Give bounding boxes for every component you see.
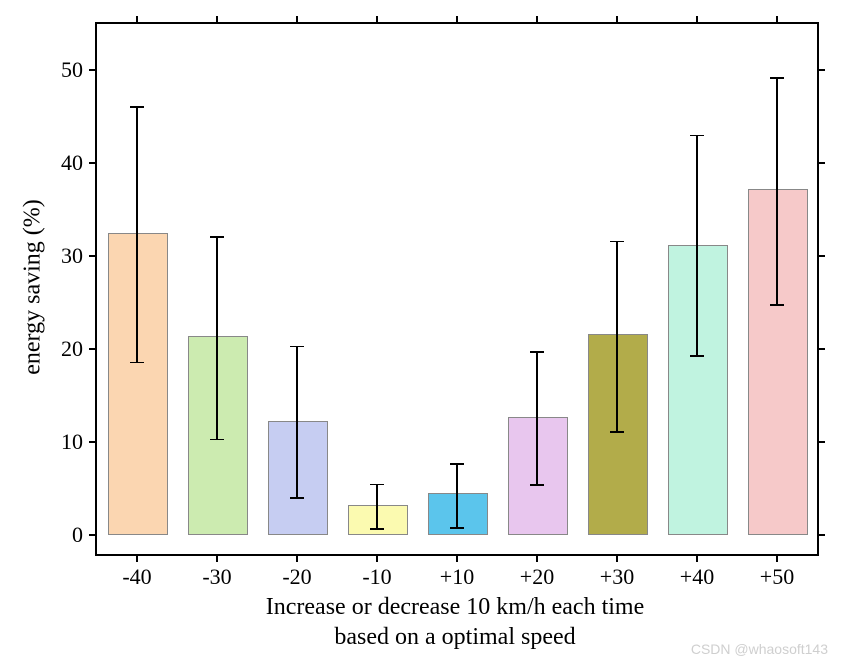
x-tick-label: -10 [362, 554, 391, 590]
bar [268, 421, 328, 536]
x-tick-label: +40 [680, 554, 714, 590]
y-tick-mark [817, 348, 825, 350]
x-tick-mark [696, 16, 698, 24]
errorbar-cap [530, 351, 544, 353]
chart-container: 01020304050-40-30-20-10+10+20+30+40+50 e… [0, 0, 844, 663]
y-tick-mark [89, 162, 97, 164]
errorbar-cap [130, 362, 144, 364]
errorbar [216, 237, 218, 440]
errorbar-cap [210, 439, 224, 441]
x-tick-mark [776, 16, 778, 24]
bar [108, 233, 168, 535]
y-tick-mark [89, 534, 97, 536]
errorbar-cap [210, 236, 224, 238]
x-tick-mark [136, 16, 138, 24]
y-tick-mark [817, 162, 825, 164]
bar [748, 189, 808, 535]
x-tick-label: +20 [520, 554, 554, 590]
errorbar [536, 352, 538, 485]
x-tick-mark [536, 16, 538, 24]
y-tick-mark [89, 69, 97, 71]
x-tick-label: -30 [202, 554, 231, 590]
bar [428, 493, 488, 535]
errorbar [136, 107, 138, 363]
errorbar [696, 136, 698, 356]
errorbar-cap [770, 77, 784, 79]
errorbar-cap [450, 463, 464, 465]
y-tick-mark [89, 441, 97, 443]
x-tick-mark [376, 16, 378, 24]
errorbar-cap [290, 346, 304, 348]
x-tick-mark [216, 16, 218, 24]
x-tick-mark [616, 16, 618, 24]
errorbar-cap [770, 304, 784, 306]
y-tick-mark [817, 441, 825, 443]
errorbar-cap [610, 241, 624, 243]
x-tick-mark [456, 16, 458, 24]
errorbar-cap [290, 497, 304, 499]
errorbar-cap [370, 484, 384, 486]
x-tick-label: +10 [440, 554, 474, 590]
errorbar-cap [370, 528, 384, 530]
bar [588, 334, 648, 535]
x-axis-label-line1: Increase or decrease 10 km/h each time [266, 594, 644, 621]
x-tick-label: -20 [282, 554, 311, 590]
errorbar-cap [130, 106, 144, 108]
errorbar-cap [690, 135, 704, 137]
bar [188, 336, 248, 535]
errorbar [616, 242, 618, 433]
errorbar-cap [610, 431, 624, 433]
x-tick-label: -40 [122, 554, 151, 590]
errorbar [296, 347, 298, 499]
errorbar [376, 484, 378, 529]
bar [348, 505, 408, 536]
y-tick-mark [817, 534, 825, 536]
x-tick-mark [296, 16, 298, 24]
errorbar [456, 464, 458, 528]
errorbar-cap [530, 484, 544, 486]
y-tick-mark [89, 348, 97, 350]
y-axis-label: energy saving (%) [20, 199, 47, 375]
y-tick-mark [817, 255, 825, 257]
x-tick-label: +50 [760, 554, 794, 590]
y-tick-mark [89, 255, 97, 257]
errorbar [776, 78, 778, 305]
errorbar-cap [450, 527, 464, 529]
bar [508, 417, 568, 535]
y-tick-mark [817, 69, 825, 71]
bar [668, 245, 728, 535]
errorbar-cap [690, 355, 704, 357]
x-axis-label-line2: based on a optimal speed [334, 624, 575, 651]
plot-area: 01020304050-40-30-20-10+10+20+30+40+50 [95, 22, 819, 556]
x-tick-label: +30 [600, 554, 634, 590]
watermark: CSDN @whaosoft143 [691, 641, 828, 657]
